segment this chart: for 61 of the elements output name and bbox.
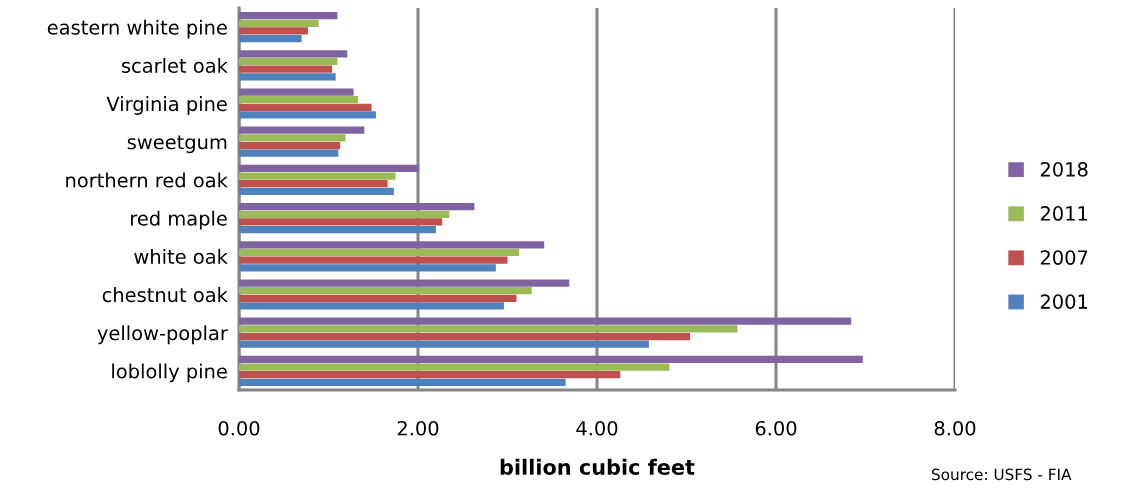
bar — [239, 218, 443, 226]
bar — [239, 187, 394, 195]
bar — [239, 248, 520, 257]
bar — [239, 111, 376, 119]
y-tick-label: scarlet oak — [121, 57, 228, 73]
x-tick-label: 2.00 — [397, 420, 439, 436]
bar — [239, 12, 338, 20]
bar — [239, 172, 396, 180]
y-tick-label: red maple — [131, 210, 227, 230]
y-tick-label: Virginia pine — [106, 96, 227, 115]
legend-label: 2011 — [1040, 206, 1088, 221]
bar — [239, 203, 475, 211]
bar — [239, 294, 517, 302]
y-tick-label: yellow-poplar — [97, 325, 228, 345]
bar — [239, 355, 863, 364]
bar — [239, 141, 341, 150]
bar — [239, 378, 566, 386]
bar — [239, 241, 545, 249]
bar — [239, 88, 354, 96]
y-tick-label: loblolly pine — [112, 363, 227, 383]
bar — [239, 19, 319, 27]
bar — [239, 340, 649, 348]
bar — [239, 27, 308, 35]
bar — [239, 210, 450, 218]
source-note: Source: USFS - FIA — [931, 468, 1072, 481]
x-tick-label: 0.00 — [218, 420, 260, 436]
bar — [239, 57, 338, 66]
legend-label: 2007 — [1040, 250, 1088, 265]
bar — [239, 332, 691, 341]
bar — [239, 279, 570, 287]
x-tick-label: 4.00 — [576, 420, 618, 436]
bar — [239, 126, 365, 134]
x-tick-label: 8.00 — [934, 420, 976, 436]
bar — [239, 180, 388, 188]
bar — [239, 256, 508, 264]
y-tick-label: white oak — [134, 248, 228, 264]
bar — [239, 225, 436, 234]
bar — [239, 149, 339, 157]
legend-label: 2001 — [1040, 294, 1088, 309]
y-tick-label: chestnut oak — [102, 287, 228, 303]
bar — [239, 317, 852, 325]
bar — [239, 264, 496, 272]
bar — [239, 164, 419, 173]
bar — [239, 50, 348, 58]
bar — [239, 34, 302, 43]
bar — [239, 96, 359, 104]
y-tick-label: eastern white pine — [47, 19, 227, 39]
y-tick-label: northern red oak — [66, 172, 228, 188]
bar — [239, 363, 670, 371]
bar — [239, 103, 372, 111]
x-tick-label: 6.00 — [755, 420, 797, 436]
bar — [239, 287, 532, 295]
x-axis-title: billion cubic feet — [500, 458, 695, 475]
y-tick-label: sweetgum — [127, 135, 227, 154]
bar — [239, 371, 621, 379]
bar — [239, 65, 333, 73]
bar — [239, 134, 346, 142]
legend-label: 2018 — [1040, 161, 1088, 177]
bar — [239, 302, 504, 310]
bar — [239, 325, 738, 333]
bar — [239, 73, 336, 81]
